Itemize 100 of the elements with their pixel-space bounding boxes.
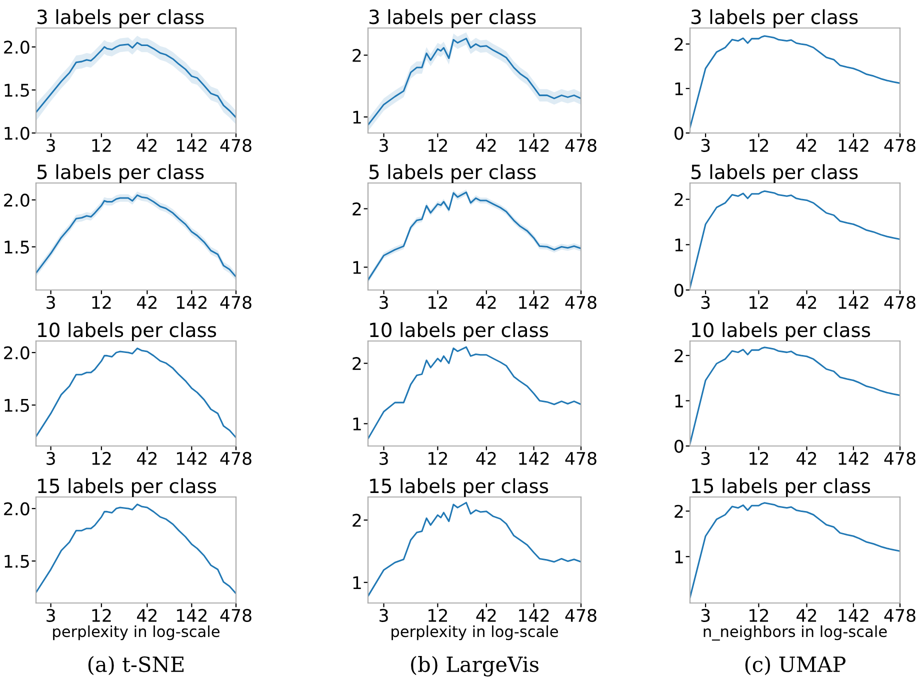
x-tick-label: 478 [565, 138, 596, 152]
x-tick-label: 42 [476, 452, 496, 465]
y-tick-label: 2 [674, 349, 683, 362]
x-tick-label: 12 [750, 138, 768, 152]
x-tick-label: 478 [884, 138, 916, 152]
y-tick-label: 2 [352, 202, 361, 216]
x-tick-label: 3 [701, 452, 710, 465]
x-tick-label: 3 [701, 296, 710, 309]
x-tick-label: 42 [796, 608, 816, 622]
chart-title: 10 labels per class [692, 322, 870, 341]
x-tick-label: 142 [838, 608, 868, 622]
x-tick-label: 478 [565, 296, 596, 309]
y-tick-label: 1 [675, 82, 683, 96]
x-tick-label: 42 [136, 296, 156, 309]
x-tick-label: 42 [476, 608, 496, 622]
x-tick-label: 12 [750, 608, 768, 622]
x-tick-label: 142 [838, 138, 868, 152]
x-tick-label: 142 [177, 452, 206, 465]
x-tick-label: 42 [136, 608, 156, 622]
y-tick-label: 2 [674, 504, 683, 518]
y-tick-label: 2 [352, 48, 361, 62]
x-tick-label: 3 [380, 608, 388, 622]
x-tick-label: 478 [220, 296, 252, 309]
text: (c) UMAP [745, 656, 846, 676]
x-tick-label: 12 [428, 296, 447, 309]
x-tick-label: 3 [46, 452, 55, 465]
x-tick-label: 3 [701, 608, 710, 622]
y-tick-label: 0 [674, 284, 684, 297]
chart-title: 15 labels per class [38, 478, 216, 497]
x-tick-label: 478 [220, 138, 252, 152]
x-tick-label: 142 [177, 296, 206, 309]
y-tick-label: 1.5 [4, 240, 29, 254]
y-tick-label: 1 [675, 238, 683, 252]
x-axis-title: perplexity in log-scale [53, 625, 220, 640]
x-tick-label: 3 [380, 296, 388, 309]
x-tick-label: 142 [838, 452, 868, 465]
x-tick-label: 142 [519, 138, 549, 152]
y-tick-label: 1 [675, 550, 683, 564]
y-tick-label: 2.0 [4, 194, 30, 207]
y-tick-label: 1 [675, 394, 683, 408]
x-tick-label: 142 [177, 138, 206, 152]
x-tick-label: 3 [46, 608, 55, 622]
x-tick-label: 12 [92, 138, 111, 152]
y-tick-label: 1 [353, 418, 361, 430]
y-tick-label: 2 [352, 514, 361, 527]
y-tick-label: 2.0 [4, 346, 30, 360]
x-tick-label: 42 [476, 296, 496, 309]
x-axis-title: perplexity in log-scale [392, 625, 558, 640]
x-tick-label: 12 [92, 608, 111, 622]
x-tick-label: 142 [838, 296, 868, 309]
y-tick-label: 1 [353, 576, 361, 590]
x-tick-label: 12 [750, 452, 768, 465]
chart-title: 15 labels per class [692, 478, 870, 497]
y-tick-label: 1.5 [4, 398, 29, 412]
x-tick-label: 478 [884, 452, 916, 465]
x-tick-label: 142 [519, 296, 549, 309]
x-tick-label: 42 [136, 452, 156, 465]
y-tick-label: 1 [353, 261, 361, 274]
x-tick-label: 42 [796, 296, 816, 309]
x-tick-label: 3 [46, 138, 55, 152]
x-tick-label: 42 [796, 138, 816, 152]
x-tick-label: 42 [796, 452, 816, 465]
y-tick-label: 2.0 [4, 40, 30, 54]
chart-title: 3 labels per class [691, 9, 858, 28]
chart-title: 3 labels per class [369, 9, 536, 28]
text: (a) t-SNE [88, 656, 184, 676]
x-tick-label: 478 [220, 452, 252, 465]
x-tick-label: 12 [428, 452, 447, 465]
chart-title: 5 labels per class [370, 164, 536, 183]
chart-title: 15 labels per class [370, 478, 548, 497]
x-tick-label: 3 [46, 296, 55, 309]
y-tick-label: 2 [674, 193, 683, 206]
y-tick-label: 0 [674, 126, 684, 140]
chart-title: 5 labels per class [692, 164, 858, 183]
x-tick-label: 42 [136, 138, 156, 152]
x-tick-label: 3 [380, 138, 388, 152]
x-tick-label: 12 [750, 296, 768, 309]
x-tick-label: 12 [428, 608, 447, 622]
y-tick-label: 2 [352, 357, 361, 370]
x-tick-label: 478 [884, 608, 916, 622]
y-tick-label: 0 [674, 440, 684, 453]
chart-title: 10 labels per class [370, 322, 548, 341]
y-tick-label: 1.5 [4, 84, 29, 97]
x-tick-label: 142 [519, 608, 549, 622]
y-tick-label: 2.0 [4, 502, 30, 516]
x-tick-label: 3 [380, 452, 388, 465]
x-tick-label: 478 [565, 608, 596, 622]
x-tick-label: 142 [519, 452, 549, 465]
y-tick-label: 1.0 [4, 126, 30, 140]
x-tick-label: 142 [177, 608, 206, 622]
chart-title: 5 labels per class [38, 164, 204, 183]
x-tick-label: 12 [428, 138, 447, 152]
x-axis-title: n_neighbors in log-scale [704, 625, 887, 641]
y-tick-label: 2 [674, 38, 683, 51]
y-tick-label: 1 [353, 110, 361, 124]
x-tick-label: 478 [565, 452, 596, 465]
x-tick-label: 3 [701, 138, 710, 152]
y-tick-label: 1.5 [4, 554, 29, 568]
x-tick-label: 12 [92, 296, 111, 309]
x-tick-label: 12 [92, 452, 111, 465]
